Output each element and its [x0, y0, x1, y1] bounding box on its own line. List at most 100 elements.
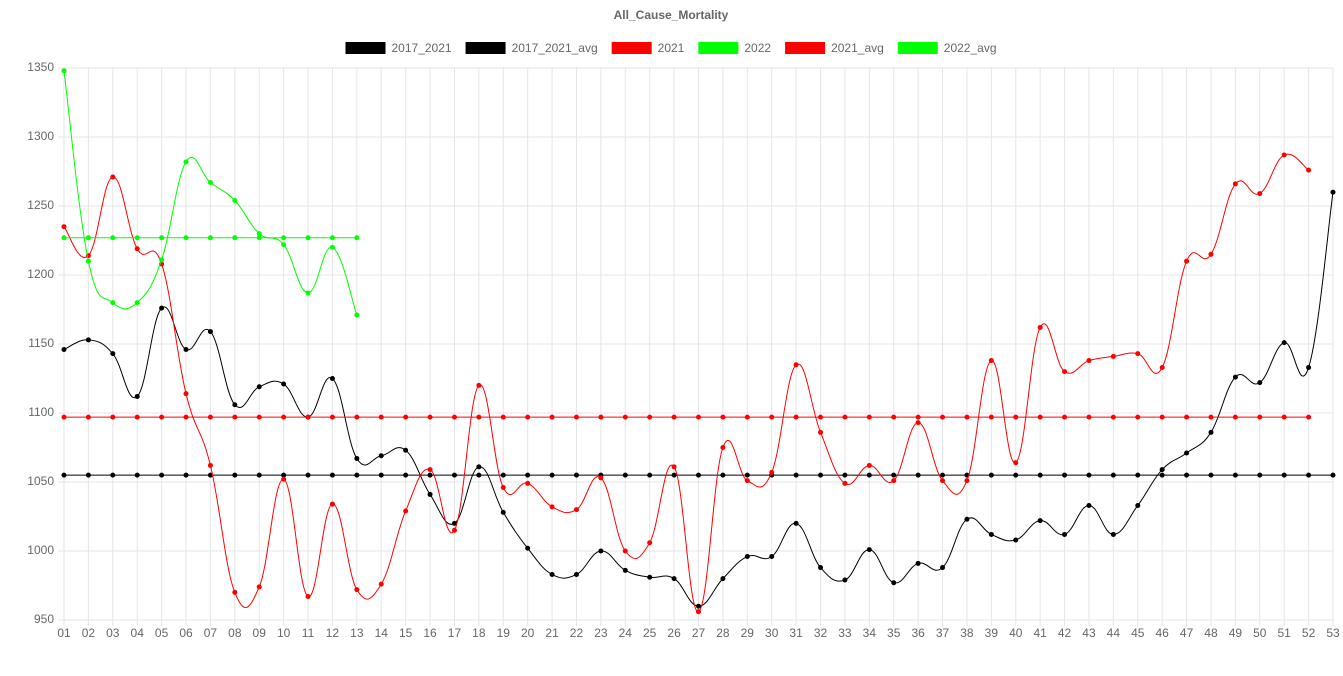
data-point	[647, 414, 653, 420]
data-point	[256, 584, 262, 590]
x-tick-label: 05	[155, 626, 169, 640]
x-tick-label: 08	[228, 626, 242, 640]
data-point	[549, 571, 555, 577]
x-tick-label: 48	[1204, 626, 1218, 640]
data-point	[134, 393, 140, 399]
data-point	[1306, 414, 1312, 420]
data-point	[1232, 472, 1238, 478]
data-point	[134, 246, 140, 252]
x-tick-label: 03	[106, 626, 120, 640]
data-point	[842, 472, 848, 478]
data-point	[207, 235, 213, 241]
y-tick-label: 1000	[27, 543, 54, 557]
data-point	[1232, 181, 1238, 187]
data-point	[696, 603, 701, 609]
data-point	[61, 347, 67, 353]
data-point	[1184, 258, 1190, 264]
data-point	[744, 554, 750, 560]
y-tick-label: 1350	[27, 60, 54, 74]
data-point	[1281, 472, 1287, 478]
data-point	[329, 414, 335, 420]
data-point	[378, 414, 384, 420]
data-point	[134, 414, 140, 420]
data-point	[1135, 502, 1141, 508]
data-point	[476, 472, 482, 478]
data-point	[232, 235, 238, 241]
data-point	[549, 504, 555, 510]
x-tick-label: 35	[887, 626, 901, 640]
data-point	[720, 472, 726, 478]
data-point	[1257, 380, 1263, 386]
data-point	[134, 300, 140, 306]
data-point	[1232, 374, 1238, 380]
x-tick-label: 21	[545, 626, 559, 640]
data-point	[232, 414, 238, 420]
data-point	[915, 472, 921, 478]
legend-label: 2017_2021_avg	[512, 41, 598, 55]
data-point	[1184, 472, 1190, 478]
x-tick-label: 45	[1131, 626, 1145, 640]
data-point	[61, 414, 67, 420]
data-point	[85, 235, 91, 241]
data-point	[61, 472, 67, 478]
x-tick-label: 46	[1155, 626, 1169, 640]
data-point	[281, 472, 287, 478]
data-point	[183, 391, 189, 397]
x-tick-label: 02	[82, 626, 96, 640]
x-tick-label: 22	[570, 626, 584, 640]
data-point	[403, 472, 409, 478]
data-point	[207, 414, 213, 420]
data-point	[61, 224, 67, 230]
data-point	[403, 447, 409, 453]
x-tick-label: 11	[302, 626, 315, 640]
x-tick-label: 17	[448, 626, 462, 640]
data-point	[281, 414, 287, 420]
data-point	[1086, 502, 1092, 508]
data-point	[183, 159, 189, 165]
data-point	[85, 414, 91, 420]
data-point	[110, 174, 116, 180]
data-point	[1281, 340, 1287, 346]
data-point	[1208, 251, 1214, 257]
x-tick-label: 10	[277, 626, 291, 640]
chart-title: All_Cause_Mortality	[614, 8, 729, 22]
data-point	[793, 362, 799, 368]
data-point	[1159, 364, 1165, 370]
x-tick-label: 42	[1058, 626, 1072, 640]
data-point	[940, 414, 946, 420]
data-point	[988, 531, 994, 537]
data-point	[940, 478, 946, 484]
x-tick-label: 51	[1278, 626, 1292, 640]
data-point	[1110, 472, 1116, 478]
data-point	[85, 472, 91, 478]
data-point	[573, 472, 579, 478]
legend-label: 2021_avg	[831, 41, 884, 55]
legend-swatch	[785, 42, 826, 54]
data-point	[207, 180, 213, 186]
data-point	[1037, 414, 1043, 420]
data-point	[671, 414, 677, 420]
x-tick-label: 43	[1082, 626, 1096, 640]
x-tick-label: 30	[765, 626, 779, 640]
data-point	[573, 571, 579, 577]
data-point	[598, 414, 604, 420]
data-point	[354, 456, 360, 462]
data-point	[500, 485, 506, 491]
data-point	[159, 235, 165, 241]
data-point	[915, 414, 921, 420]
data-point	[1257, 472, 1263, 478]
data-point	[281, 381, 287, 387]
data-point	[500, 509, 506, 515]
data-point	[1208, 429, 1214, 435]
data-point	[1086, 358, 1092, 364]
data-point	[159, 257, 165, 263]
data-point	[1306, 364, 1312, 370]
data-point	[598, 548, 604, 554]
x-tick-label: 09	[253, 626, 267, 640]
x-tick-label: 41	[1033, 626, 1047, 640]
data-point	[305, 414, 311, 420]
data-point	[1037, 472, 1043, 478]
data-point	[793, 472, 799, 478]
data-point	[1184, 414, 1190, 420]
data-point	[232, 472, 238, 478]
